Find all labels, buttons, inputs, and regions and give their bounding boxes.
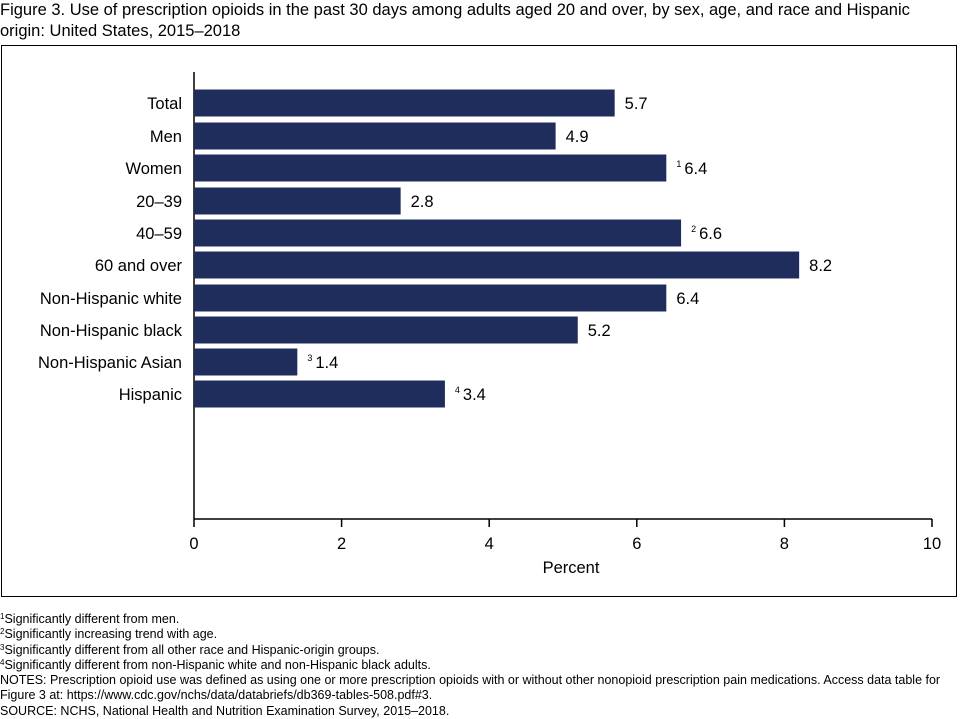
footnote-1: 1Significantly different from men. <box>0 612 958 627</box>
category-label-3: 20–39 <box>136 193 182 211</box>
footnote-marker: 3 <box>307 353 312 363</box>
category-label-6: Non-Hispanic white <box>40 290 182 308</box>
bar-1 <box>194 122 556 150</box>
value-label-1: 4.9 <box>566 128 589 146</box>
footnote-3: 3Significantly different from all other … <box>0 643 958 658</box>
figure-title: Figure 3. Use of prescription opioids in… <box>0 1 910 40</box>
bar-8 <box>194 348 298 376</box>
category-label-7: Non-Hispanic black <box>40 322 183 340</box>
footnote-3-mark: 3 <box>0 642 5 652</box>
footnote-2-text: Significantly increasing trend with age. <box>4 627 218 642</box>
x-tick-label-5: 10 <box>923 535 941 553</box>
footnote-3-text: Significantly different from all other r… <box>4 642 380 657</box>
bar-9 <box>194 380 445 408</box>
x-tick-label-4: 8 <box>780 535 789 553</box>
category-label-9: Hispanic <box>119 386 182 404</box>
value-text: 1.4 <box>315 354 338 372</box>
value-label-7: 5.2 <box>588 322 611 340</box>
value-label-9: 4 3.4 <box>455 385 486 404</box>
value-label-5: 8.2 <box>809 257 832 275</box>
value-label-2: 1 6.4 <box>676 159 707 178</box>
category-label-4: 40–59 <box>136 225 182 243</box>
notes-text: NOTES: Prescription opioid use was defin… <box>0 673 941 703</box>
footnote-marker: 2 <box>691 224 696 234</box>
value-label-8: 3 1.4 <box>307 353 338 372</box>
footnote-4-mark: 4 <box>0 657 5 667</box>
category-label-2: Women <box>125 160 182 178</box>
value-text: 3.4 <box>463 386 486 404</box>
x-tick-label-3: 6 <box>632 535 641 553</box>
bar-5 <box>194 251 800 279</box>
x-tick-label-0: 0 <box>189 535 198 553</box>
bar-6 <box>194 284 667 312</box>
x-axis-title: Percent <box>543 559 600 577</box>
value-label-4: 2 6.6 <box>691 224 722 243</box>
footnote-1-text: Significantly different from men. <box>4 612 180 626</box>
bar-7 <box>194 316 578 344</box>
category-label-5: 60 and over <box>95 257 183 275</box>
category-label-8: Non-Hispanic Asian <box>38 354 182 372</box>
footnotes: 1Significantly different from men. 2Sign… <box>0 612 958 719</box>
footnote-marker: 1 <box>676 159 681 169</box>
source-text: SOURCE: NCHS, National Health and Nutrit… <box>0 703 450 718</box>
value-label-0: 5.7 <box>625 95 648 113</box>
value-label-3: 2.8 <box>411 193 434 211</box>
footnote-1-mark: 1 <box>0 612 5 621</box>
value-text: 6.4 <box>684 160 707 178</box>
footnote-marker: 4 <box>455 385 460 395</box>
bar-0 <box>194 89 615 117</box>
x-tick-label-1: 2 <box>337 535 346 553</box>
value-text: 6.6 <box>699 225 722 243</box>
footnote-4-text: Significantly different from non-Hispani… <box>4 657 431 672</box>
footnote-2: 2Significantly increasing trend with age… <box>0 627 958 642</box>
x-tick-label-2: 4 <box>485 535 494 553</box>
bar-2 <box>194 154 667 182</box>
bar-3 <box>194 187 401 215</box>
category-label-1: Men <box>150 128 182 146</box>
value-label-6: 6.4 <box>676 290 699 308</box>
footnote-4: 4Significantly different from non-Hispan… <box>0 658 958 673</box>
category-label-0: Total <box>147 95 182 113</box>
chart-frame: Total 5.7 Men 4.9 Women 1 6.4 20–39 2.8 40–59 2 6.6… <box>1 45 957 597</box>
bar-4 <box>194 219 682 247</box>
footnote-2-mark: 2 <box>0 627 5 637</box>
